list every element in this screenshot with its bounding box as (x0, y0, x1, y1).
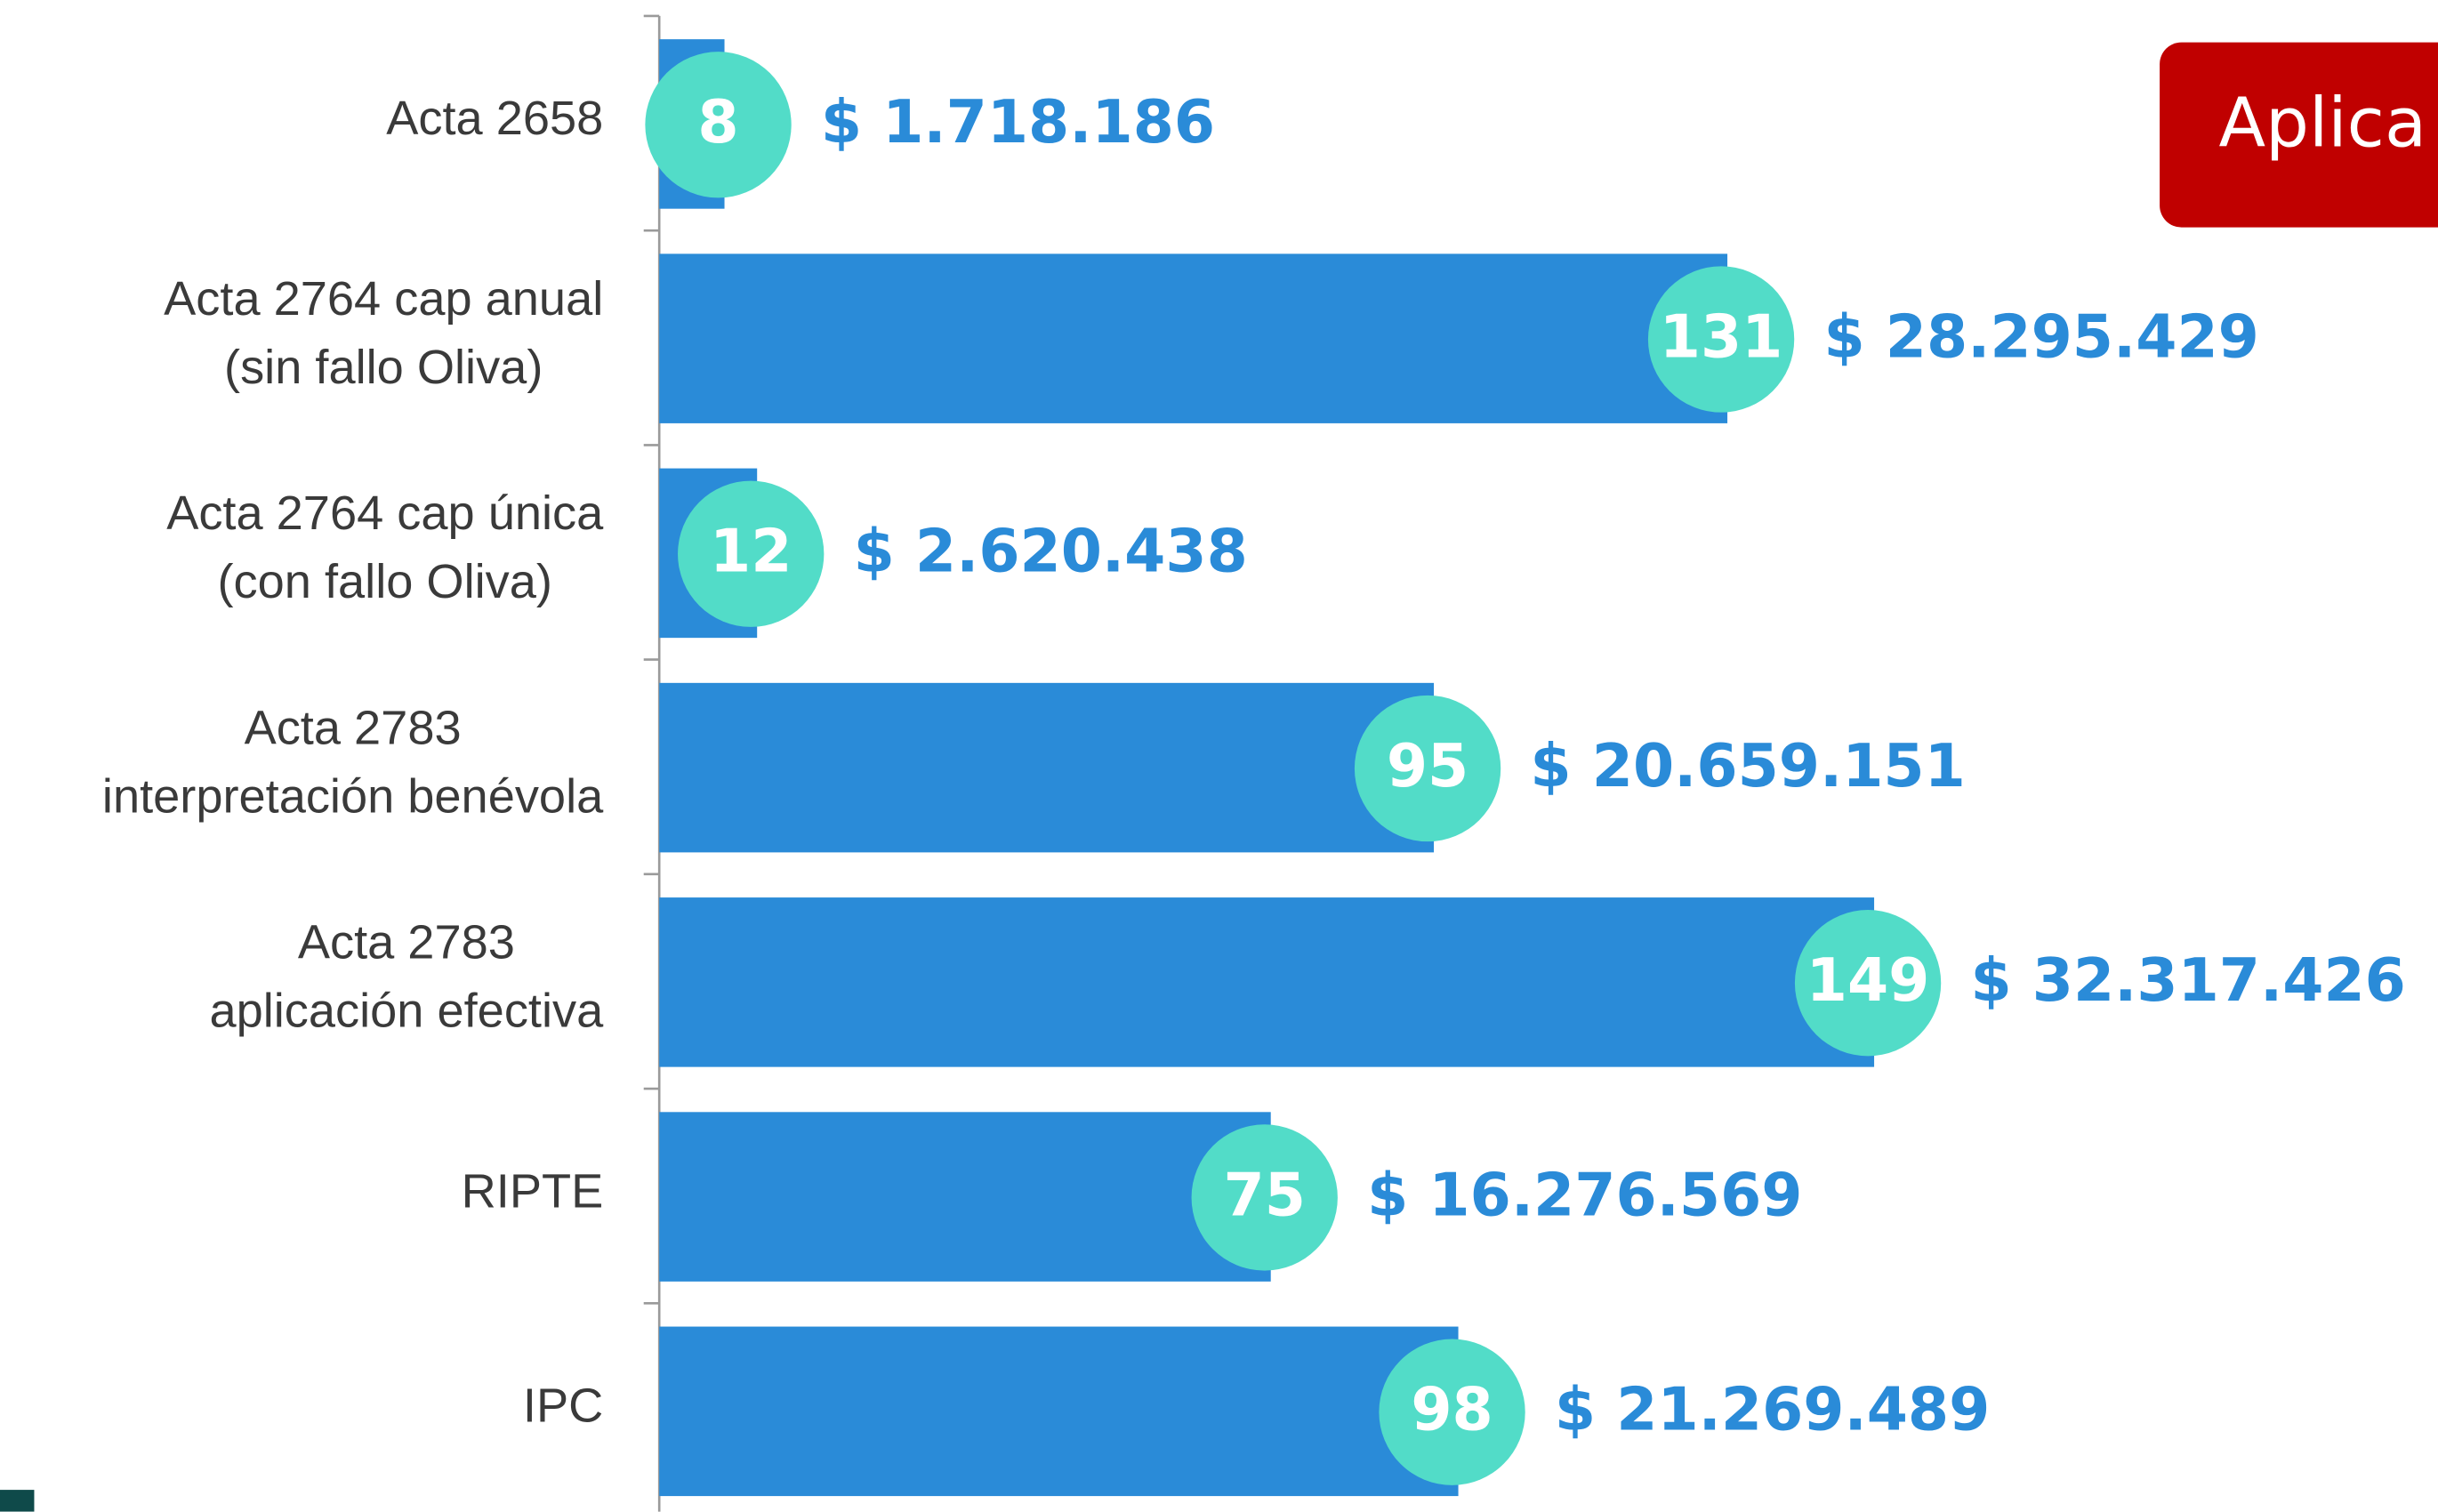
category-label: Acta 2783 (298, 916, 515, 969)
bar (659, 897, 1875, 1067)
value-label: 95 (1387, 731, 1468, 800)
category-label: aplicación efectiva (209, 984, 604, 1037)
amount-label: $ 1.718.186 (821, 87, 1215, 157)
corner-square (0, 1490, 35, 1512)
category-label: Acta 2764 cap única (166, 487, 604, 540)
amount-label: $ 32.317.426 (1970, 945, 2405, 1015)
value-label: 98 (1411, 1375, 1493, 1444)
bubble (1379, 1339, 1525, 1485)
bar (659, 253, 1728, 423)
category-label: Acta 2783 (245, 701, 462, 754)
badge-text: Aplica (2219, 84, 2427, 164)
amount-label: $ 28.295.429 (1823, 302, 2258, 371)
value-label: 8 (697, 87, 738, 157)
category-label: interpretación benévola (102, 769, 604, 823)
bubble (645, 52, 792, 198)
category-label: Acta 2764 cap anual (164, 272, 603, 326)
bubble (1794, 910, 1942, 1057)
category-label: (con fallo Oliva) (218, 555, 552, 608)
category-label: (sin fallo Oliva) (224, 341, 543, 394)
bubble (678, 480, 825, 627)
bar (659, 682, 1435, 853)
bubble (1647, 266, 1795, 413)
bubble (1354, 695, 1501, 842)
bar (659, 1112, 1271, 1282)
value-label: 149 (1806, 945, 1930, 1015)
category-label: RIPTE (462, 1164, 604, 1218)
value-label: 131 (1660, 302, 1783, 371)
category-label: IPC (523, 1379, 603, 1433)
amount-label: $ 16.276.569 (1367, 1160, 1802, 1229)
value-label: 12 (710, 517, 792, 586)
amount-label: $ 2.620.438 (854, 517, 1248, 586)
badge (2160, 42, 2438, 228)
amount-label: $ 20.659.151 (1530, 731, 1965, 800)
bar (659, 1326, 1459, 1497)
bubble (1191, 1124, 1338, 1271)
value-label: 75 (1224, 1160, 1306, 1229)
category-label: Acta 2658 (386, 92, 603, 145)
amount-label: $ 21.269.489 (1555, 1375, 1990, 1444)
